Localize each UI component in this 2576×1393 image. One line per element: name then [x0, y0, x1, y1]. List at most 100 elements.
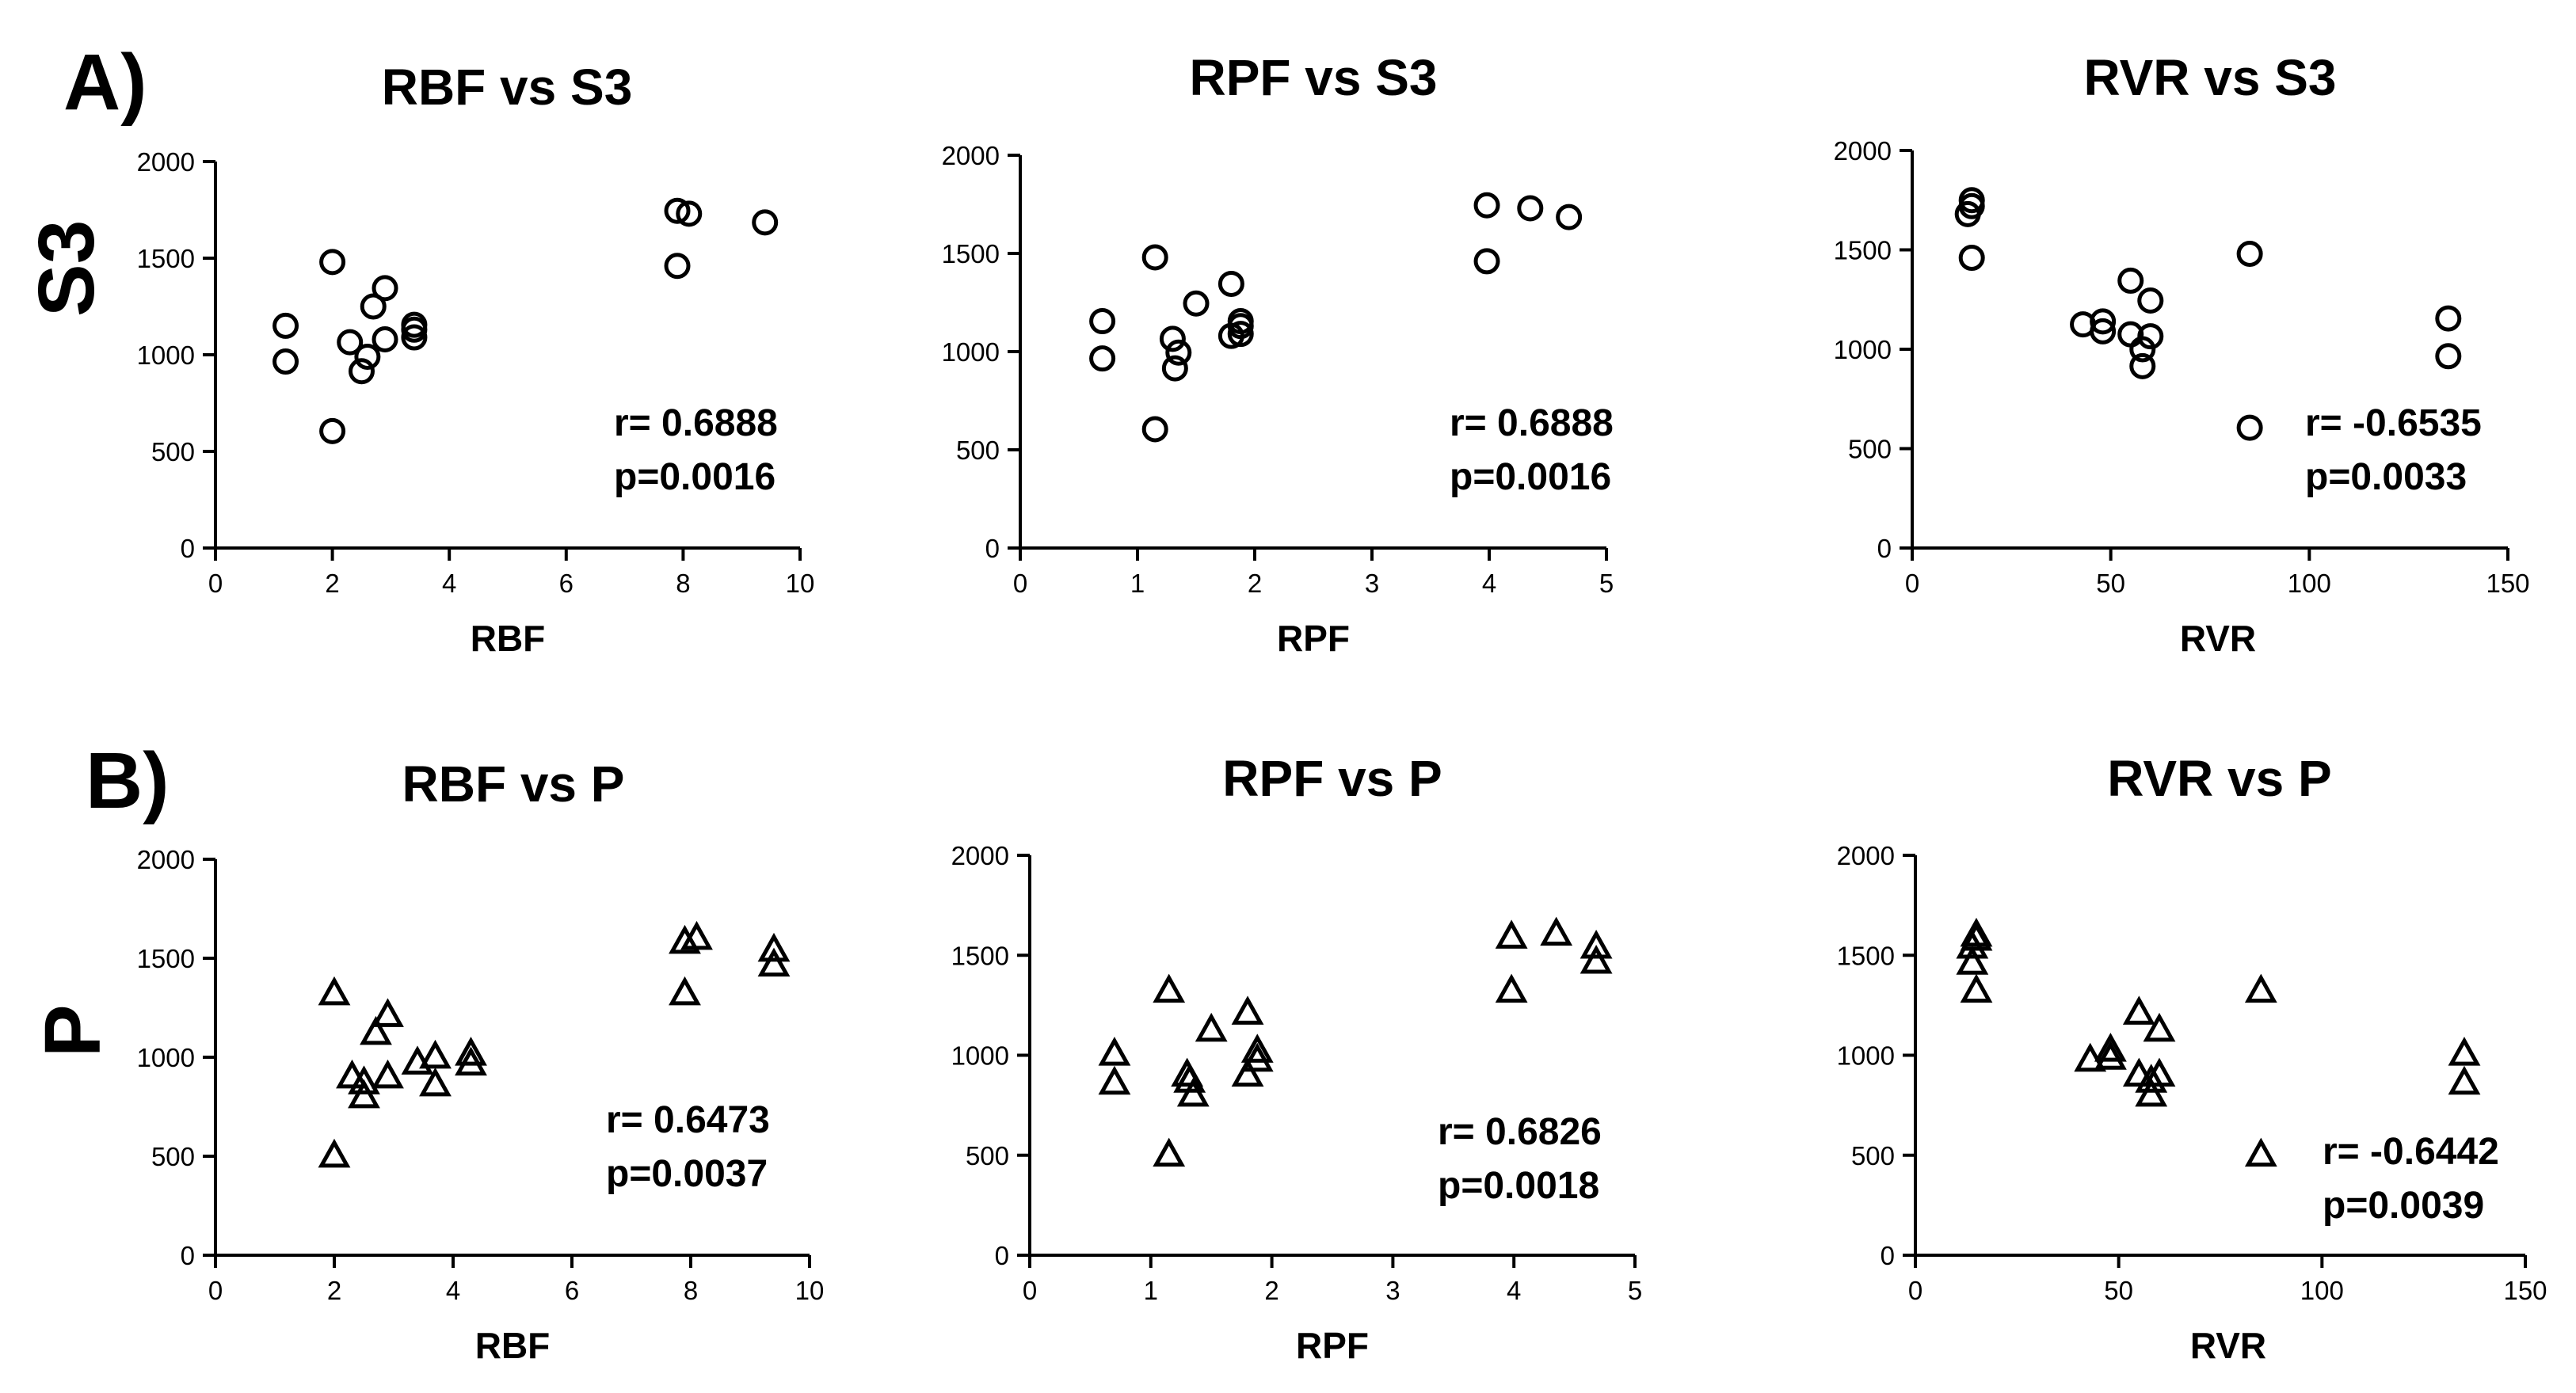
data-point [372, 325, 398, 352]
data-point [1540, 916, 1573, 946]
data-point [272, 312, 299, 339]
x-tick-label: 4 [442, 569, 456, 598]
data-point [1176, 1077, 1210, 1107]
y-tick-label: 1500 [942, 239, 1000, 268]
data-point [2090, 318, 2117, 344]
x-tick-label: 1 [1144, 1276, 1158, 1305]
x-axis-label: RPF [1296, 1325, 1369, 1366]
x-tick-label: 4 [446, 1276, 460, 1305]
data-point [757, 932, 791, 962]
stat-r: r= -0.6442 [2323, 1131, 2499, 1173]
chart-title: RPF vs S3 [1189, 49, 1437, 106]
data-point [401, 324, 428, 351]
data-point [664, 197, 691, 224]
chart-title: RVR vs S3 [2084, 49, 2337, 106]
data-point [319, 249, 346, 276]
panel-label-b: B) [86, 736, 170, 825]
x-tick-label: 10 [795, 1276, 825, 1305]
data-point [1227, 321, 1254, 348]
data-point [676, 200, 703, 227]
stat-r: r= 0.6888 [614, 402, 778, 444]
y-tick-label: 1500 [137, 244, 195, 273]
x-tick-label: 4 [1482, 569, 1496, 598]
x-tick-label: 100 [2300, 1276, 2344, 1305]
x-tick-label: 8 [676, 569, 690, 598]
scatter-plot-3: RVR vs S3 0 500 1000 1500 2000 0 50 100 150 RVR r= … [1834, 49, 2530, 659]
y-tick-label: 1500 [1837, 941, 1895, 970]
data-point [336, 1059, 368, 1089]
data-point [669, 976, 701, 1006]
scatter-plot-1: RBF vs S3 0 500 1000 1500 2000 0 2 4 6 8 10 RBF r= 0.… [137, 59, 815, 659]
data-point [1098, 1037, 1131, 1066]
data-point [2143, 1012, 2176, 1042]
data-point [1473, 248, 1500, 275]
x-tick-label: 8 [684, 1276, 698, 1305]
data-point [1183, 290, 1210, 317]
data-point [1141, 416, 1168, 443]
data-point [1161, 355, 1188, 382]
x-tick-label: 50 [2096, 569, 2125, 598]
data-point [1517, 195, 1544, 222]
data-point [2143, 1057, 2176, 1087]
data-point [318, 976, 351, 1006]
data-point [1956, 946, 1989, 975]
x-tick-label: 0 [1023, 1276, 1037, 1305]
y-tick-label: 1500 [951, 941, 1009, 970]
x-tick-label: 6 [559, 569, 574, 598]
x-tick-label: 1 [1130, 569, 1145, 598]
scatter-plot-5: RPF vs P 0 500 1000 1500 2000 0 1 2 3 4 5 RPF r= 0.68… [951, 750, 1643, 1366]
y-tick-label: 2000 [137, 147, 195, 177]
data-point [2135, 1064, 2168, 1093]
x-axis-label: RPF [1277, 618, 1350, 659]
data-point [2137, 287, 2164, 314]
data-point [1227, 313, 1254, 340]
data-point [2090, 308, 2117, 335]
data-point [2129, 352, 2156, 379]
data-point [1165, 339, 1192, 366]
data-point [1089, 345, 1116, 372]
data-point [349, 358, 375, 385]
data-point [318, 1138, 351, 1168]
data-point [455, 1046, 487, 1076]
y-tick-label: 1000 [1834, 335, 1892, 364]
chart-title: RVR vs P [2107, 750, 2331, 807]
scatter-plot-2: RPF vs S3 0 500 1000 1500 2000 0 1 2 3 4 5 RPF r= 0.6… [942, 49, 1614, 659]
x-tick-label: 150 [2486, 569, 2529, 598]
data-point [1218, 270, 1244, 297]
data-point [1556, 204, 1583, 230]
data-point [272, 348, 299, 375]
stat-p: p=0.0016 [1450, 456, 1611, 498]
data-point [2122, 1057, 2155, 1087]
y-tick-label: 1500 [137, 944, 195, 973]
x-tick-label: 0 [1905, 569, 1919, 598]
stat-p: p=0.0039 [2323, 1185, 2484, 1227]
x-tick-label: 6 [565, 1276, 579, 1305]
data-point [2135, 1077, 2168, 1107]
data-point [2236, 241, 2263, 268]
x-tick-label: 2 [325, 569, 339, 598]
x-axis-label: RBF [475, 1325, 551, 1366]
y-tick-label: 0 [985, 534, 1000, 563]
chart-title: RBF vs P [402, 755, 625, 813]
stat-r: r= 0.6473 [606, 1099, 770, 1141]
x-tick-label: 2 [1248, 569, 1262, 598]
x-tick-label: 2 [1264, 1276, 1278, 1305]
stat-p: p=0.0033 [2305, 456, 2467, 498]
y-tick-label: 0 [181, 534, 195, 563]
x-tick-label: 0 [208, 1276, 223, 1305]
data-point [2435, 343, 2462, 370]
data-point [2435, 305, 2462, 332]
y-tick-label: 500 [1848, 435, 1892, 464]
scatter-plot-4: RBF vs P 0 500 1000 1500 2000 0 2 4 6 8 10 RBF r= 0.6… [137, 755, 825, 1366]
data-point [360, 293, 387, 320]
x-tick-label: 50 [2104, 1276, 2133, 1305]
y-tick-label: 0 [181, 1241, 195, 1270]
data-point [1580, 930, 1613, 959]
x-tick-label: 150 [2503, 1276, 2547, 1305]
stat-p: p=0.0016 [614, 456, 775, 498]
x-tick-label: 0 [1013, 569, 1027, 598]
data-point [372, 998, 404, 1027]
data-point [1153, 1137, 1186, 1167]
stat-p: p=0.0037 [606, 1153, 768, 1195]
data-point [2094, 1041, 2127, 1070]
